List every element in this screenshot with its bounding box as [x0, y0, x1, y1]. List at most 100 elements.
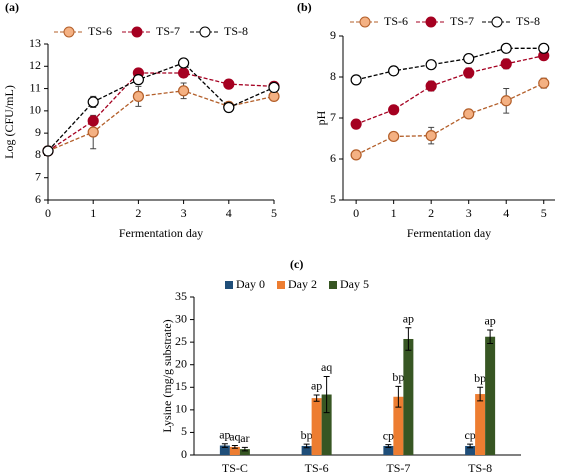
marker	[538, 42, 550, 54]
annotation: ap	[219, 427, 230, 441]
marker	[178, 85, 190, 97]
y-tick-label: 20	[175, 356, 187, 370]
bar	[321, 394, 332, 455]
marker	[178, 67, 190, 79]
y-axis-title: Log (CFU/mL)	[2, 85, 16, 159]
marker	[178, 57, 190, 69]
legend-marker	[199, 26, 211, 38]
x-axis-title: Fermentation day	[407, 226, 491, 240]
marker	[388, 130, 400, 143]
bar	[229, 446, 240, 455]
annotation: cp	[383, 428, 394, 442]
x-tick-label: TS-6	[305, 461, 329, 475]
bar	[239, 449, 250, 455]
marker	[350, 74, 362, 86]
annotation: bp	[301, 428, 313, 442]
error-bar	[487, 329, 494, 344]
marker	[500, 42, 512, 54]
legend-label: TS-6	[384, 14, 408, 28]
legend-label: TS-7	[156, 24, 180, 38]
series-line	[47, 90, 275, 152]
y-tick-label: 10	[29, 103, 41, 117]
bar	[465, 445, 476, 455]
x-tick-label: 2	[428, 206, 434, 220]
annotation: aq	[229, 429, 240, 443]
y-tick-label: 9	[330, 28, 336, 42]
legend-swatch	[277, 281, 285, 289]
x-tick-label: 4	[503, 206, 509, 220]
annotation: bp	[392, 370, 404, 384]
y-axis-title: Lysine (mg/g substrate)	[160, 319, 174, 432]
y-tick-label: 25	[175, 334, 187, 348]
marker	[132, 90, 144, 102]
marker	[425, 130, 437, 142]
y-tick-label: 8	[35, 147, 41, 161]
marker	[87, 126, 99, 138]
bar	[403, 338, 414, 455]
legend-label: TS-7	[450, 14, 474, 28]
x-tick-label: 1	[90, 206, 96, 220]
marker	[425, 59, 437, 71]
y-tick-label: 12	[29, 58, 41, 72]
marker	[350, 118, 362, 130]
marker	[42, 145, 54, 157]
marker	[223, 78, 235, 90]
error-bar	[467, 443, 474, 449]
y-tick-label: 5	[181, 424, 187, 438]
marker	[87, 96, 99, 108]
marker	[463, 108, 475, 120]
y-tick-label: 7	[330, 110, 336, 124]
legend-label: Day 5	[340, 277, 369, 291]
legend-label: TS-8	[224, 24, 248, 38]
x-tick-label: 3	[466, 206, 472, 220]
y-axis-title: pH	[314, 110, 328, 125]
error-bar	[303, 443, 310, 449]
annotation: cp	[464, 428, 475, 442]
marker	[500, 58, 512, 70]
legend-marker	[425, 16, 437, 28]
legend-swatch	[329, 281, 337, 289]
y-tick-label: 9	[35, 125, 41, 139]
series-line	[355, 47, 544, 81]
x-tick-label: 4	[226, 206, 232, 220]
x-axis-title: Fermentation day	[119, 226, 203, 240]
x-tick-label: 5	[541, 206, 547, 220]
x-tick-label: 5	[271, 206, 277, 220]
error-bar	[241, 446, 248, 452]
annotation: ap	[484, 314, 495, 328]
marker	[87, 115, 99, 127]
legend-swatch	[225, 281, 233, 289]
x-tick-label: 0	[45, 206, 51, 220]
x-tick-label: TS-7	[386, 461, 410, 475]
error-bar	[231, 445, 238, 449]
annotation: bp	[474, 371, 486, 385]
annotation: ap	[403, 311, 414, 325]
error-bar	[323, 375, 330, 414]
marker	[223, 101, 235, 114]
x-tick-label: 3	[181, 206, 187, 220]
marker	[500, 95, 512, 107]
panel-label: (c)	[290, 257, 303, 271]
y-tick-label: 30	[175, 311, 187, 325]
bar	[393, 396, 404, 455]
marker	[350, 149, 362, 161]
bar	[485, 336, 496, 455]
y-tick-label: 7	[35, 169, 41, 183]
panel-label: (b)	[297, 0, 312, 14]
error-bar	[477, 386, 484, 402]
y-tick-label: 6	[35, 192, 41, 206]
y-tick-label: 6	[330, 151, 336, 165]
marker	[268, 81, 280, 94]
x-tick-label: 1	[391, 206, 397, 220]
marker	[425, 80, 437, 92]
x-tick-label: TS-8	[468, 461, 492, 475]
annotation: ap	[311, 379, 322, 393]
marker	[132, 74, 144, 86]
x-tick-label: 0	[353, 206, 359, 220]
legend-marker	[63, 26, 75, 38]
error-bar	[385, 444, 392, 448]
marker	[388, 104, 400, 116]
series-line	[47, 62, 275, 152]
y-tick-label: 35	[175, 289, 187, 303]
